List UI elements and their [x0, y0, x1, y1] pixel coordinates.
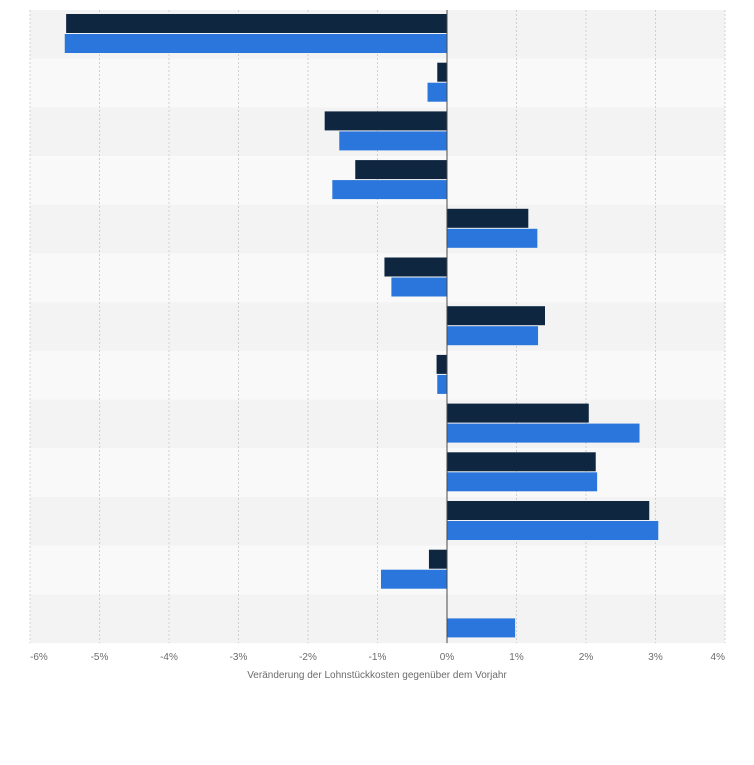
bar-series-2-row-3[interactable] — [339, 131, 447, 151]
bar-series-2-row-13[interactable] — [447, 618, 516, 638]
row-band — [30, 448, 725, 497]
x-tick-label: -4% — [160, 652, 178, 663]
x-tick-label: 4% — [711, 652, 726, 663]
bar-series-1-row-12[interactable] — [428, 549, 447, 569]
bar-series-1-row-8[interactable] — [436, 354, 447, 374]
bar-series-1-row-5[interactable] — [447, 208, 529, 228]
bar-series-1-row-10[interactable] — [447, 452, 596, 472]
x-tick-label: 1% — [509, 652, 524, 663]
bar-series-1-row-1[interactable] — [66, 14, 447, 33]
x-tick-label: 3% — [648, 652, 663, 663]
bars — [64, 14, 659, 638]
bar-series-2-row-9[interactable] — [447, 423, 640, 443]
bar-series-1-row-2[interactable] — [437, 62, 447, 82]
x-tick-label: 0% — [440, 652, 455, 663]
bar-series-2-row-7[interactable] — [447, 326, 539, 346]
x-tick-labels: -6% -5% -4% -3% -2% -1% 0% 1% 2% 3% 4% — [30, 652, 725, 663]
bar-series-1-row-7[interactable] — [447, 306, 545, 326]
x-tick-label: -3% — [230, 652, 248, 663]
x-tick-label: 2% — [579, 652, 594, 663]
row-band — [30, 204, 725, 254]
bar-series-2-row-11[interactable] — [447, 521, 659, 540]
bar-series-2-row-10[interactable] — [447, 472, 598, 492]
x-axis-title: Veränderung der Lohnstückkosten gegenübe… — [247, 670, 507, 681]
bar-series-2-row-8[interactable] — [437, 374, 447, 394]
bar-series-1-row-3[interactable] — [324, 111, 447, 131]
bar-series-1-row-11[interactable] — [447, 501, 650, 520]
bar-series-2-row-6[interactable] — [391, 277, 447, 297]
bar-series-1-row-6[interactable] — [384, 257, 447, 277]
bar-series-2-row-1[interactable] — [64, 34, 447, 53]
bar-series-2-row-2[interactable] — [427, 82, 447, 102]
x-tick-label: -5% — [91, 652, 109, 663]
x-tick-label: -1% — [369, 652, 387, 663]
bar-series-1-row-4[interactable] — [355, 160, 447, 180]
bar-series-2-row-12[interactable] — [380, 569, 447, 589]
x-tick-label: -6% — [30, 652, 48, 663]
bar-series-2-row-4[interactable] — [332, 180, 447, 200]
gridlines — [29, 10, 726, 644]
x-tick-label: -2% — [299, 652, 317, 663]
bar-series-1-row-9[interactable] — [447, 403, 589, 423]
bar-series-2-row-5[interactable] — [447, 228, 538, 248]
